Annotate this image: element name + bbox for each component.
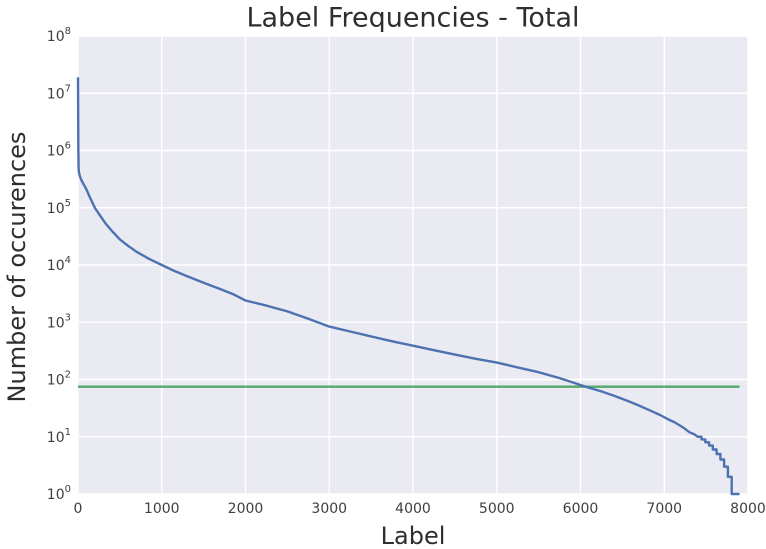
y-axis-label: Number of occurences [3, 131, 31, 403]
x-tick-label: 6000 [563, 501, 599, 517]
x-tick-label: 8000 [730, 501, 766, 517]
x-tick-label: 7000 [646, 501, 682, 517]
y-tick-label: 106 [47, 141, 71, 160]
x-tick-label: 0 [74, 501, 83, 517]
x-tick-label: 4000 [395, 501, 431, 517]
y-tick-label: 105 [47, 198, 71, 217]
y-tick-label: 100 [47, 484, 71, 503]
x-tick-label: 3000 [311, 501, 347, 517]
x-tick-label: 5000 [479, 501, 515, 517]
y-tick-label: 101 [47, 427, 71, 446]
x-tick-label: 2000 [228, 501, 264, 517]
frequency-curve [76, 77, 740, 496]
y-tick-label: 104 [47, 255, 71, 274]
x-axis-label: Label [380, 522, 446, 549]
x-tick-label: 1000 [144, 501, 180, 517]
y-tick-label: 107 [47, 83, 71, 102]
y-tick-label: 102 [47, 370, 71, 389]
chart-title: Label Frequencies - Total [246, 2, 580, 34]
y-tick-label: 108 [47, 26, 71, 45]
y-tick-label: 103 [47, 312, 71, 331]
